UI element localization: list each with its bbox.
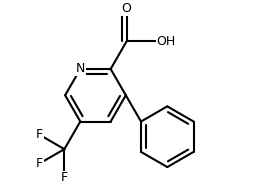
Text: F: F (36, 157, 43, 170)
Text: F: F (36, 128, 43, 141)
Text: OH: OH (156, 35, 176, 48)
Text: N: N (76, 62, 85, 75)
Text: F: F (61, 171, 68, 184)
Text: O: O (122, 2, 132, 15)
